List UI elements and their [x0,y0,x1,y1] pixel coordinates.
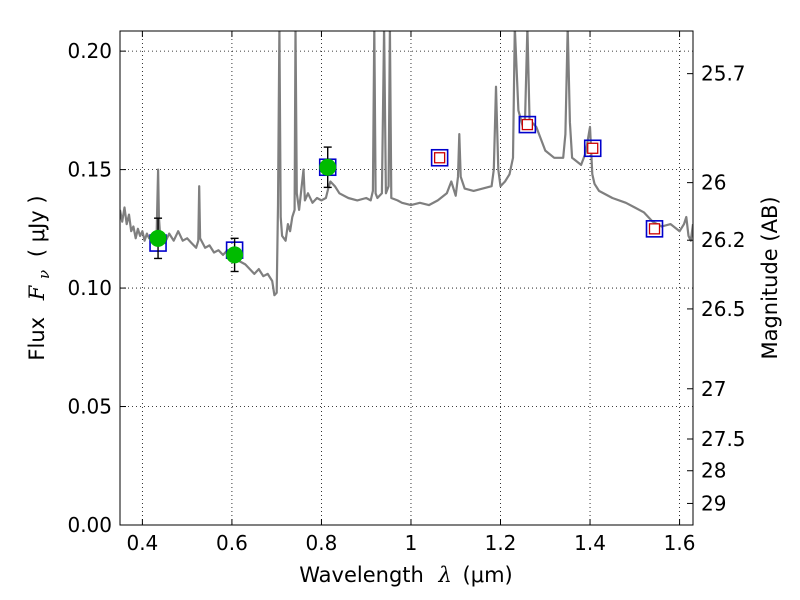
model-photometry-square [583,139,602,158]
x-tick-label: 1.6 [664,531,696,555]
model-photometry-square [645,220,664,238]
y-tick-label: 0.00 [67,513,112,537]
y-tick-label: 0.10 [67,276,112,300]
y-tick-label: 0.05 [67,395,112,419]
y-tick-label: 0.15 [67,158,112,182]
x-axis-label-text: Wavelength [299,563,424,587]
plot-frame [119,30,694,526]
x-tick-label: 1.2 [485,531,517,555]
y2-tick-label: 26.2 [701,228,746,252]
infrared-square [587,142,599,154]
infrared-square [521,118,534,131]
y-axis-label-symbol: F [25,284,49,301]
x-tick-label: 1 [405,531,418,555]
y2-tick-label: 27.5 [701,427,746,451]
y-axis-label-text: Flux [25,317,49,361]
x-axis-label: Wavelength λ (μm) [299,563,512,587]
x-axis-label-unit: (μm) [463,563,513,587]
y-axis-label: Flux F ν ( μJy ) [25,195,54,360]
model-photometry-square [430,148,449,167]
plot-area [120,31,693,297]
y2-tick-label: 25.7 [701,62,746,86]
y2-tick-label: 27 [701,377,726,401]
y-tick-label: 0.20 [67,39,112,63]
spectrum-layer [120,31,693,297]
infrared-square [648,223,661,235]
tick-layer: 0.4 0.6 0.8 1 1.2 1.4 1.6 0.00 0.05 0.10 0.15 0.20 2… [67,31,746,555]
y2-axis-label: Magnitude (AB) [758,196,782,359]
y-axis-label-subscript: ν [35,270,53,279]
x-tick-label: 0.8 [306,531,338,555]
x-tick-label: 0.6 [216,531,248,555]
infrared-square [433,152,446,164]
observed-point [226,246,244,264]
marker-layer [149,115,664,273]
model-photometry-square [518,115,537,134]
grid-layer [120,31,693,526]
y2-tick-label: 26 [701,171,726,195]
observed-point [149,229,167,247]
x-tick-label: 0.4 [126,531,158,555]
x-tick-label: 1.4 [574,531,606,555]
x-axis-label-symbol: λ [438,563,452,587]
y-axis-label-unit: ( μJy ) [25,195,49,257]
y2-tick-label: 26.5 [701,297,746,321]
y2-tick-label: 29 [701,491,726,515]
spectrum-line [120,31,693,297]
observed-point [319,158,337,176]
y2-tick-label: 28 [701,459,726,483]
